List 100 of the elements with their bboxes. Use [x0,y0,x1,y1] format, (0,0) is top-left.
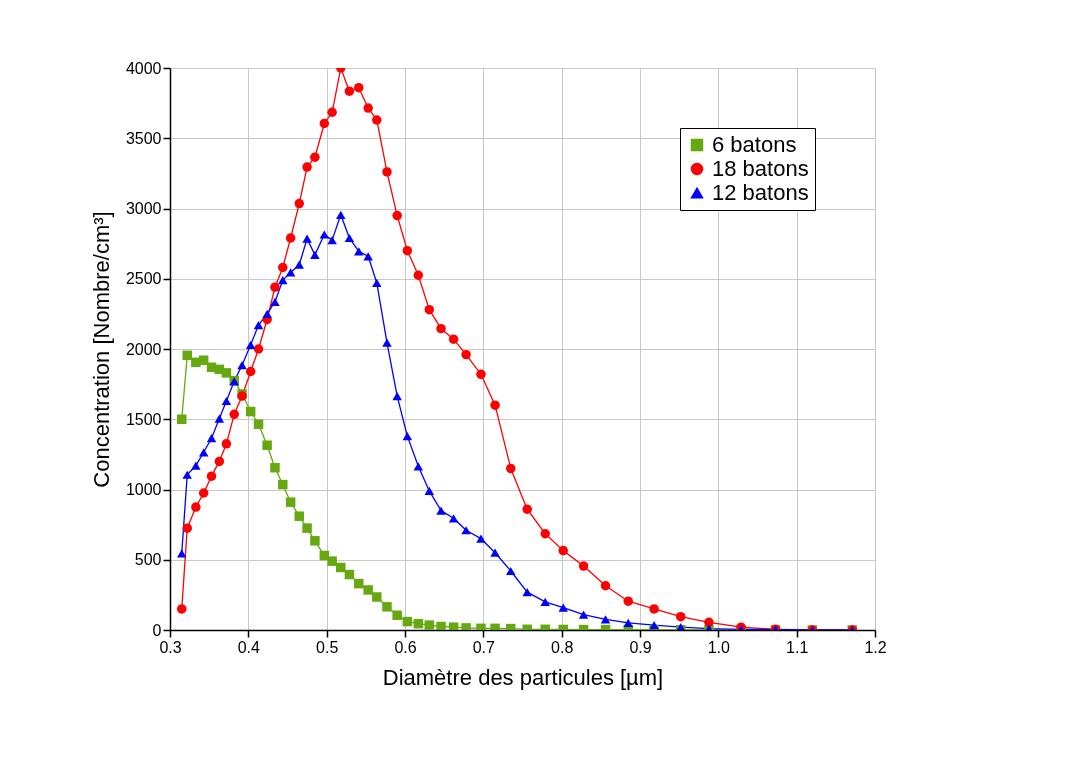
point [600,581,611,591]
point [424,620,435,630]
point [382,338,392,347]
point [623,596,633,606]
point [372,592,382,602]
point [424,486,435,496]
point [285,497,296,507]
x-tick-label: 0.3 [159,638,182,656]
x-axis-title: Diamètre des particules [µm] [382,664,664,690]
point [490,548,500,557]
point [413,462,424,471]
point [327,236,337,245]
point [278,479,288,490]
point [336,562,346,573]
point [278,276,288,285]
point [354,82,364,93]
point [270,297,280,307]
point [436,323,446,334]
point [221,439,232,449]
point [402,432,413,441]
x-tick-label: 1.1 [786,638,809,656]
point [206,471,217,481]
point [182,523,192,533]
point [278,262,288,273]
point [253,321,264,330]
point [327,107,337,117]
point [476,534,486,543]
x-tick-label: 0.9 [629,638,652,656]
point [344,233,355,243]
point [245,406,256,417]
point [177,604,187,614]
point [198,355,209,365]
y-tick-label: 1500 [125,410,162,428]
point [198,488,209,498]
point [461,526,471,535]
point [344,86,355,96]
point [402,245,413,256]
point [623,618,633,628]
point [461,349,471,360]
point [522,504,532,514]
x-tick-label: 0.4 [237,638,261,656]
point [392,610,402,620]
point [177,414,187,424]
point [182,350,192,361]
point [229,409,239,420]
point [310,536,320,546]
point [506,463,516,474]
point [270,282,280,292]
point [540,529,550,539]
point [461,623,471,630]
point [285,233,296,243]
y-tick-label: 2000 [125,340,162,358]
point [649,604,659,614]
point [354,578,364,589]
y-tick-label: 500 [134,551,162,569]
x-tick-label: 0.8 [551,638,574,656]
point [221,396,232,406]
point [392,391,402,401]
y-axis-title: Concentration [Nombre/cm³] [88,211,114,488]
point [327,556,337,566]
point [310,152,320,162]
point [382,167,392,177]
point [177,549,187,558]
point [540,597,550,607]
y-tick-label: 2500 [125,270,162,288]
point [558,545,568,556]
y-tick-label: 4000 [125,59,162,77]
point [402,616,413,627]
point [302,162,312,172]
y-tick-label: 3500 [125,129,162,147]
legend-label: 18 batons [712,156,809,181]
point [214,414,225,423]
x-tick-label: 0.5 [316,638,339,656]
point [413,270,424,280]
point [294,511,304,521]
point [413,618,424,629]
point [262,309,272,318]
point [310,250,320,259]
point [436,621,446,630]
point [372,115,382,125]
point [270,462,280,473]
point [424,304,435,315]
point [285,268,296,277]
point [294,198,304,209]
point [294,260,304,269]
point [214,456,225,467]
point [191,461,201,470]
point [363,252,373,261]
point [675,611,686,622]
point [392,210,402,221]
point [182,470,192,479]
point [578,561,589,571]
y-tick-label: 1000 [125,481,162,498]
x-tick-label: 0.6 [394,638,417,656]
point [649,620,659,630]
point [372,278,382,288]
point [319,118,330,129]
point [600,615,611,624]
point [191,502,201,512]
y-tick-label: 0 [152,621,162,639]
